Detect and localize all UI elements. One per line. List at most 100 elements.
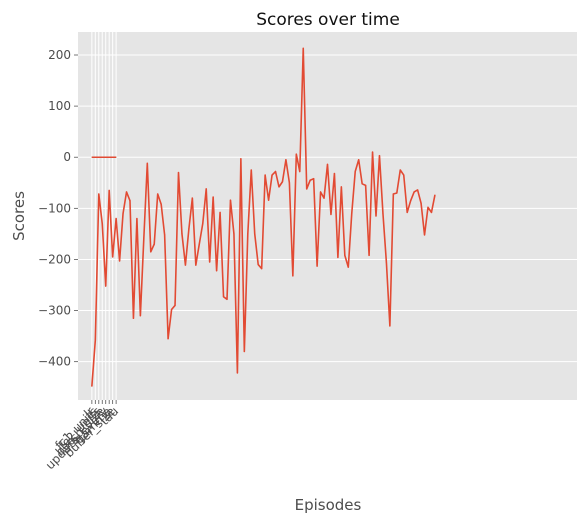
scores-series-line — [91, 47, 436, 387]
score-point — [195, 264, 197, 266]
score-point — [240, 158, 242, 160]
score-point — [101, 223, 103, 225]
y-tick-label: −100 — [38, 201, 71, 215]
score-point — [382, 212, 384, 215]
plot-area — [78, 32, 577, 400]
y-tick-label: 100 — [48, 99, 71, 113]
score-point — [416, 189, 419, 191]
score-point — [340, 186, 342, 188]
score-point — [288, 182, 290, 184]
score-point — [406, 211, 408, 214]
score-point — [91, 385, 93, 387]
score-point — [358, 159, 360, 161]
score-point — [243, 350, 245, 353]
score-point — [143, 237, 145, 239]
score-point — [413, 191, 415, 193]
score-point — [105, 285, 107, 287]
score-point — [333, 172, 336, 175]
score-point — [354, 170, 356, 173]
score-point — [188, 228, 190, 230]
score-point — [153, 243, 155, 245]
score-point — [378, 155, 381, 157]
score-point — [385, 261, 388, 264]
score-point — [316, 265, 318, 267]
score-point — [164, 234, 166, 236]
score-point — [330, 213, 332, 216]
score-point — [389, 325, 391, 327]
score-point — [184, 264, 187, 266]
score-point — [254, 233, 256, 235]
score-point — [420, 202, 422, 204]
score-point — [125, 191, 128, 193]
score-point — [122, 212, 124, 215]
score-point — [205, 188, 207, 190]
score-point — [236, 372, 239, 374]
score-point — [323, 197, 325, 199]
score-point — [181, 233, 183, 235]
score-point — [375, 215, 377, 217]
score-point — [361, 183, 363, 185]
score-point — [313, 178, 315, 180]
score-point — [261, 268, 263, 270]
y-axis-ticks: 200 100 0 −100 −200 −300 −400 — [38, 48, 78, 369]
y-tick-label: −200 — [38, 252, 71, 266]
score-point — [430, 211, 433, 214]
score-point — [212, 196, 214, 198]
score-point — [299, 170, 301, 173]
score-point — [302, 47, 304, 49]
score-point — [371, 151, 374, 153]
score-point — [306, 188, 308, 190]
score-point — [344, 254, 346, 256]
score-point — [309, 179, 311, 181]
score-point — [399, 169, 401, 171]
score-point — [129, 200, 131, 202]
score-point — [396, 192, 398, 194]
score-point — [139, 315, 141, 317]
score-point — [167, 338, 169, 340]
score-point — [292, 275, 294, 277]
score-point — [337, 256, 339, 258]
score-point — [274, 170, 277, 173]
score-point — [222, 296, 225, 298]
score-point — [136, 217, 138, 220]
y-axis-label: Scores — [10, 191, 28, 241]
score-point — [112, 256, 114, 258]
score-point — [150, 251, 152, 253]
score-series — [91, 47, 436, 387]
score-point — [202, 223, 204, 225]
score-point — [368, 254, 370, 256]
score-point — [177, 171, 180, 174]
chart-title: Scores over time — [256, 10, 400, 30]
score-point — [94, 339, 96, 341]
score-point — [271, 174, 273, 176]
score-point — [434, 194, 436, 196]
grid-lines — [78, 32, 577, 400]
score-point — [216, 270, 218, 272]
score-point — [157, 193, 159, 195]
y-tick-label: 0 — [63, 150, 71, 164]
score-point — [267, 199, 270, 201]
score-point — [347, 266, 349, 268]
score-point — [209, 261, 211, 263]
score-point — [229, 199, 232, 201]
score-point — [191, 197, 193, 199]
score-point — [98, 193, 100, 195]
score-point — [392, 193, 394, 195]
x-axis-ticks: lrfc1_unitsfc2_unitsbatch_sizeupdate_eve… — [43, 400, 121, 472]
score-point — [132, 317, 135, 319]
score-point — [174, 304, 176, 307]
score-point — [108, 189, 110, 192]
score-point — [423, 234, 426, 236]
score-point — [281, 181, 284, 183]
score-point — [403, 174, 405, 176]
score-point — [219, 211, 221, 214]
score-point — [257, 263, 259, 266]
score-point — [365, 184, 367, 186]
score-point — [264, 174, 266, 176]
y-tick-label: 200 — [48, 48, 71, 62]
score-point — [351, 212, 353, 215]
score-point — [410, 200, 412, 202]
score-point — [118, 260, 121, 262]
